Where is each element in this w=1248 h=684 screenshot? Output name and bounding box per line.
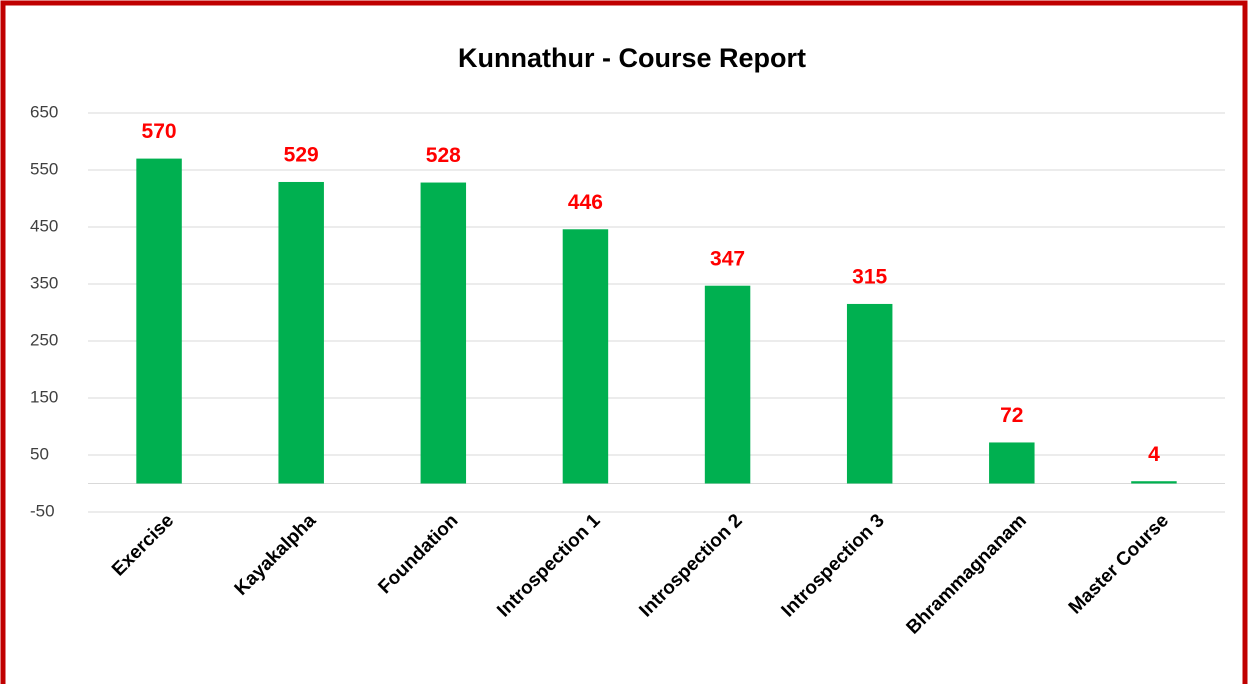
y-tick-label: 50: [30, 444, 49, 463]
y-tick-label: 150: [30, 387, 58, 406]
y-tick-label: 450: [30, 216, 58, 235]
value-label: 315: [852, 265, 887, 288]
bar: [278, 181, 324, 484]
value-label: 529: [284, 144, 319, 167]
value-label: 72: [1000, 404, 1023, 427]
value-label: 570: [142, 120, 177, 143]
bar: [846, 303, 893, 484]
y-tick-label: 350: [30, 273, 58, 292]
bar: [704, 285, 751, 484]
value-label: 446: [568, 191, 603, 214]
bar: [562, 229, 609, 484]
y-tick-label: 550: [30, 159, 58, 178]
value-label: 347: [710, 247, 745, 270]
y-tick-label: 250: [30, 330, 58, 349]
value-label: 4: [1148, 443, 1160, 466]
chart-title: Kunnathur - Course Report: [458, 43, 806, 73]
bar: [989, 442, 1035, 484]
bar: [420, 182, 467, 484]
bar: [1131, 481, 1177, 484]
y-tick-label: -50: [30, 501, 55, 520]
bar: [136, 158, 182, 484]
value-label: 528: [426, 144, 461, 167]
y-tick-label: 650: [30, 102, 58, 121]
